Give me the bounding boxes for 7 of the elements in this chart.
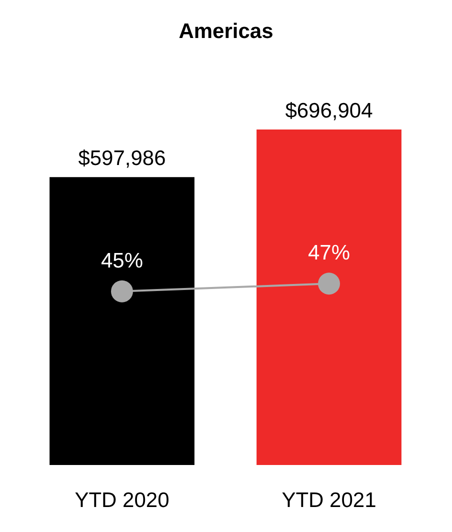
data-label: 47% (308, 242, 350, 265)
chart-title: Americas (178, 20, 274, 43)
x-tick-label: YTD 2020 (74, 489, 170, 512)
data-label: $696,904 (285, 100, 374, 122)
data-label: $597,986 (78, 147, 166, 170)
data-label: 45% (100, 249, 144, 272)
x-tick-label: YTD 2021 (282, 489, 376, 512)
